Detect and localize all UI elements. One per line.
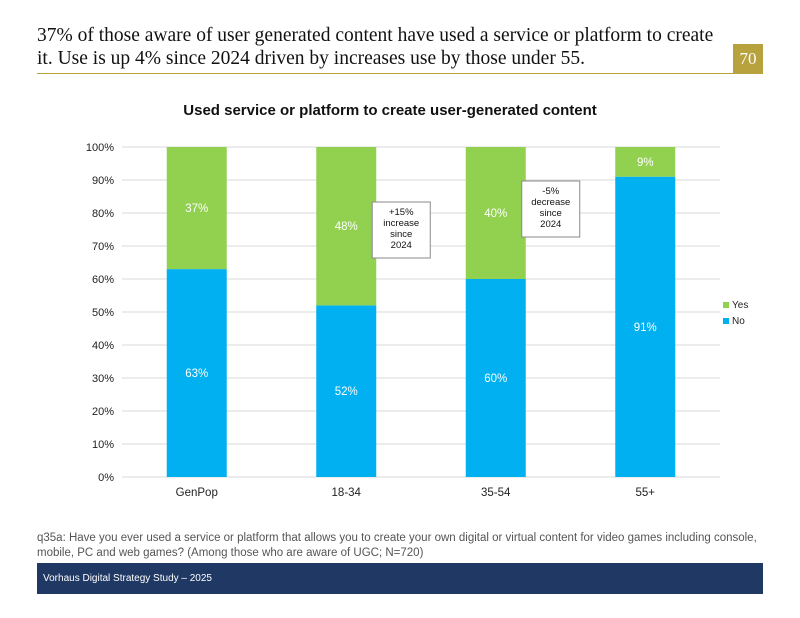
- annotation-text: -5%: [542, 186, 559, 197]
- y-tick-label: 60%: [92, 274, 114, 286]
- annotation-box: [371, 201, 431, 259]
- x-category-label: 35-54: [481, 487, 511, 499]
- y-tick-label: 50%: [92, 307, 114, 319]
- y-tick-label: 0%: [98, 472, 114, 484]
- footer-text: Vorhaus Digital Strategy Study – 2025: [43, 573, 212, 584]
- y-tick-label: 70%: [92, 241, 114, 253]
- annotation-text: 2024: [540, 219, 561, 230]
- y-tick-label: 10%: [92, 439, 114, 451]
- footer-bar: Vorhaus Digital Strategy Study – 2025: [37, 563, 763, 594]
- annotation-text: increase: [383, 218, 419, 229]
- annotation-text: 2024: [391, 240, 412, 251]
- legend-swatch-no: [723, 318, 729, 324]
- bar-value-label: 9%: [637, 157, 654, 169]
- chart-title: Used service or platform to create user-…: [183, 102, 597, 119]
- bar-no: [465, 279, 526, 477]
- annotation-text: +15%: [389, 207, 414, 218]
- y-tick-label: 20%: [92, 406, 114, 418]
- bar-value-label: 52%: [335, 386, 358, 398]
- bar-yes: [615, 147, 676, 177]
- x-category-label: 55+: [635, 487, 655, 499]
- bar-value-label: 60%: [484, 373, 507, 385]
- x-category-label: GenPop: [176, 487, 218, 499]
- y-tick-label: 80%: [92, 208, 114, 220]
- bar-value-label: 48%: [335, 221, 358, 233]
- legend-label: No: [732, 316, 745, 327]
- legend-swatch-yes: [723, 302, 729, 308]
- bar-no: [316, 305, 377, 477]
- header-rule: [37, 73, 763, 74]
- question-footnote: q35a: Have you ever used a service or pl…: [37, 532, 757, 559]
- y-tick-label: 40%: [92, 340, 114, 352]
- bar-no: [615, 176, 676, 477]
- bar-yes: [316, 147, 377, 306]
- y-tick-label: 100%: [86, 142, 114, 154]
- legend-label: Yes: [732, 300, 748, 311]
- annotation-text: decrease: [531, 197, 570, 208]
- bar-value-label: 91%: [634, 322, 657, 334]
- page-number: 70: [733, 44, 763, 74]
- bar-yes: [465, 147, 526, 279]
- y-tick-label: 30%: [92, 373, 114, 385]
- annotation-text: since: [390, 229, 412, 240]
- annotation-box: [521, 180, 581, 238]
- bar-no: [166, 269, 227, 477]
- bar-value-label: 63%: [185, 368, 208, 380]
- bar-yes: [166, 147, 227, 270]
- bar-value-label: 37%: [185, 203, 208, 215]
- page-headline: 37% of those aware of user generated con…: [37, 25, 714, 69]
- annotation-text: since: [540, 208, 562, 219]
- bar-value-label: 40%: [484, 208, 507, 220]
- y-tick-label: 90%: [92, 175, 114, 187]
- x-category-label: 18-34: [332, 487, 362, 499]
- stacked-bar-chart: 0% 10% 20% 30% 40% 50% 60% 70% 80% 90% 100% 63% 37% G…: [86, 142, 748, 499]
